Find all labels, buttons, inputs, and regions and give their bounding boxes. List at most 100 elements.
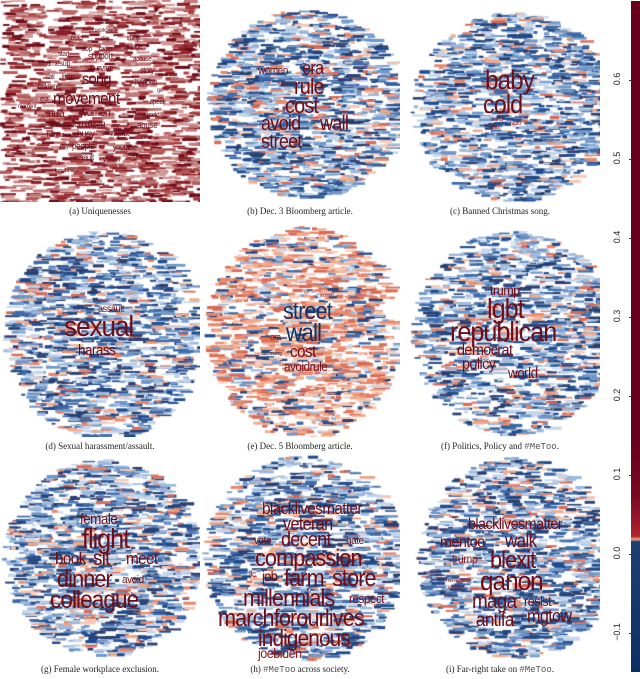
word: trump <box>490 282 520 298</box>
word: bloomberg <box>98 20 118 26</box>
word: start <box>58 51 69 58</box>
word: support <box>88 51 113 61</box>
word: women <box>320 293 334 299</box>
word: wall <box>320 113 349 135</box>
caption: (i) Far-right take on #MeToo. <box>446 664 554 675</box>
colorbar-tick-mark <box>629 237 632 239</box>
word: farm <box>284 565 325 592</box>
caption-text: (i) Far-right take on <box>446 664 520 674</box>
word: qanon <box>480 566 544 596</box>
colorbar-tick-mark <box>629 158 632 160</box>
panel-i-far-right-metoo: blacklivesmatter mentoo walk trump blexi… <box>400 452 600 679</box>
caption-text: . <box>551 664 554 674</box>
panel-g-female-workplace-exclusion: female flight book sit meet dinner avoid… <box>0 452 200 679</box>
word: blacklivesmatter <box>468 516 563 533</box>
caption: (g) Female workplace exclusion. <box>41 664 159 674</box>
panel-b-dec3-bloomberg: women era rule cost avoid wall street bu… <box>200 0 400 220</box>
hashtag: #MeToo <box>519 665 552 675</box>
word: era <box>302 58 324 78</box>
caption-text: (f) Politics, Policy and <box>441 441 525 451</box>
word: read <box>71 35 83 42</box>
colorbar-tick-mark <box>629 632 632 634</box>
word: avoidrule <box>284 359 328 374</box>
word: ban <box>62 72 75 82</box>
word: harass <box>78 342 116 359</box>
word: survive <box>90 63 114 73</box>
word: sit <box>93 547 110 570</box>
word: india <box>47 109 65 120</box>
word: veteran <box>283 514 333 534</box>
word: movement <box>446 578 470 584</box>
word: cost <box>290 342 316 361</box>
word: song <box>82 71 112 88</box>
word: abuse <box>137 120 158 130</box>
colorbar-tick-mark <box>629 316 632 318</box>
word: hate <box>346 535 364 547</box>
word: street <box>283 298 333 325</box>
panel-c-banned-christmas-song: baby cold song ban radio (c) Banned Chri… <box>400 0 600 220</box>
word: assault <box>98 304 125 315</box>
panel-a-uniquenesses: movement song women feminism india survi… <box>0 0 200 220</box>
word: assault <box>73 153 94 162</box>
hashtag: #MeToo <box>524 442 557 452</box>
word: equal <box>132 154 143 160</box>
word-cloud-filler <box>200 0 400 205</box>
word-cloud-filler <box>400 0 600 205</box>
word: call <box>46 74 55 81</box>
colorbar-tick-label: 0.3 <box>612 309 622 323</box>
word: mgtow <box>527 606 572 626</box>
word: feel <box>50 120 61 129</box>
word: maga <box>472 590 517 613</box>
word: ban <box>492 125 501 131</box>
word: democrat <box>457 342 513 359</box>
word: busy <box>277 81 286 87</box>
word: abuse <box>98 298 110 304</box>
word: job <box>262 568 278 584</box>
panel-e-dec5-bloomberg: street wall cost avoidrule era women blo… <box>200 222 400 452</box>
word: youtube <box>113 143 137 152</box>
caption: (e) Dec. 5 Bloomberg article. <box>247 441 353 451</box>
word: change <box>123 44 143 51</box>
word: radio <box>510 121 521 127</box>
caption: (b) Dec. 3 Bloomberg article. <box>247 206 353 216</box>
word: marchforourlives <box>218 605 365 632</box>
caption: (a) Uniquenesses <box>69 206 131 216</box>
word: happen <box>135 78 158 87</box>
word: book <box>55 549 86 568</box>
word: hear <box>142 135 152 141</box>
word-cloud-filler <box>0 452 200 662</box>
colorbar-tick-label: 0.0 <box>612 546 622 559</box>
word: decent <box>281 529 331 551</box>
word: bloomberg <box>262 351 282 357</box>
word-cloud-filler <box>0 222 200 437</box>
word: day <box>101 36 110 42</box>
word: cold <box>483 89 523 119</box>
word: respect <box>349 591 385 606</box>
word: girl <box>157 88 164 94</box>
word: resist <box>524 593 552 609</box>
word-cloud-filler <box>200 222 400 437</box>
word: flight <box>82 523 130 554</box>
word: era <box>270 332 281 342</box>
panel-d-sexual-harassment: sexual assault harass abuse (d) Sexual h… <box>0 222 200 452</box>
caption: (f) Politics, Policy and #MeToo. <box>441 441 559 452</box>
word: trump <box>127 36 140 42</box>
colorbar-tick-mark <box>629 553 632 555</box>
word: timesup <box>47 59 71 68</box>
word: stop <box>81 46 92 53</box>
word: kamalaharris <box>55 168 79 174</box>
word: blexit <box>490 547 536 574</box>
word: story <box>140 66 155 75</box>
word: policy <box>462 356 496 373</box>
word: republican <box>450 316 557 347</box>
word: rule <box>294 74 325 99</box>
word: baby <box>485 65 535 95</box>
word: movement <box>53 89 120 108</box>
word: compassion <box>255 545 362 572</box>
panel-h-metoo-across-society: blacklivesmatter veteran vote decent hat… <box>200 452 400 679</box>
word-cloud-filler <box>400 222 600 437</box>
caption-text: across society. <box>295 664 350 674</box>
word: llc <box>249 569 256 579</box>
word: mentoo <box>440 534 485 551</box>
colorbar-tick-label: 0.2 <box>612 388 622 401</box>
